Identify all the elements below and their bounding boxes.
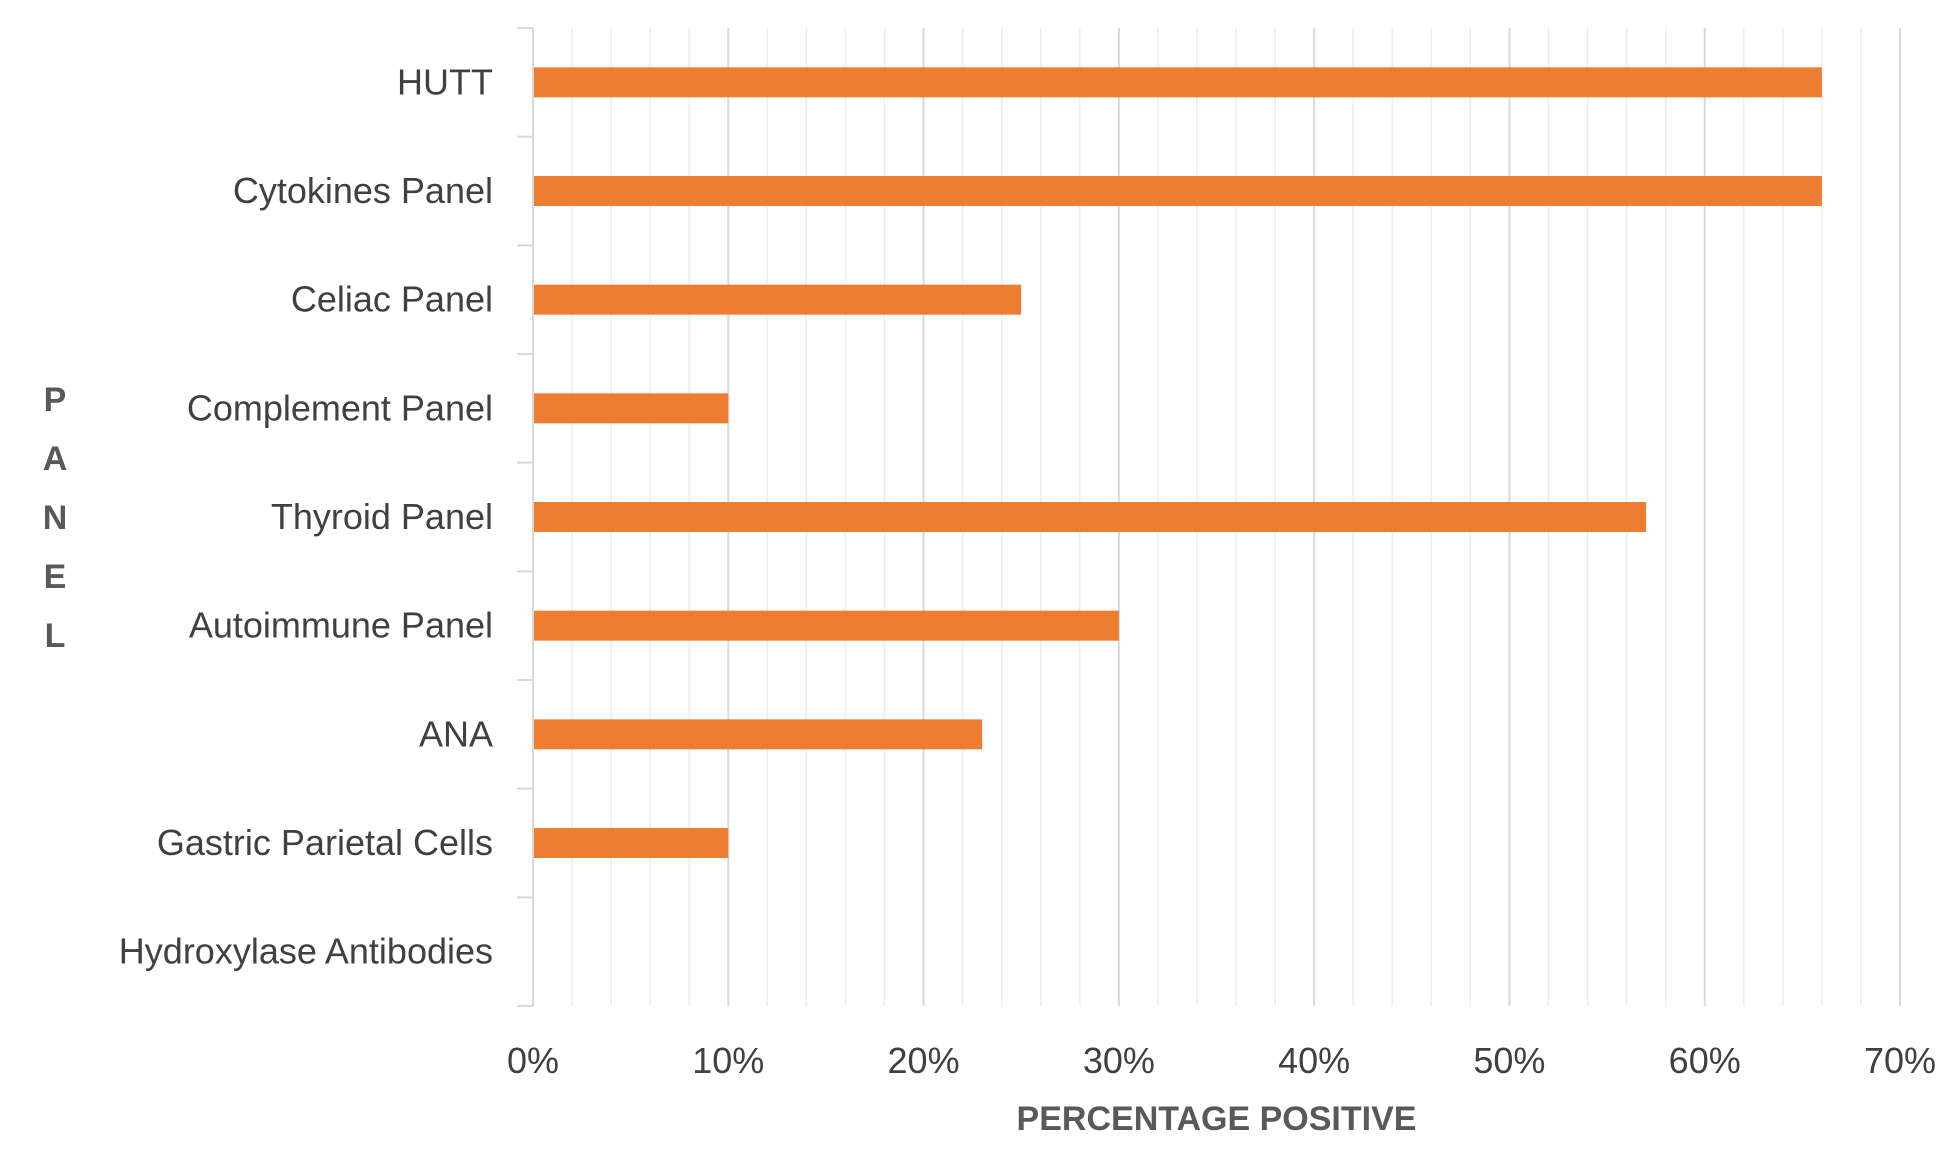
x-tick-label: 30% <box>1083 1040 1155 1081</box>
category-label: Autoimmune Panel <box>189 605 493 646</box>
bar <box>533 828 729 858</box>
category-label: Hydroxylase Antibodies <box>119 931 493 972</box>
category-label: Thyroid Panel <box>271 496 493 537</box>
x-tick-label: 20% <box>888 1040 960 1081</box>
x-tick-labels: 0% 10% 20% 30% 40% 50% 60% 70% <box>507 1040 1936 1081</box>
bar <box>533 502 1647 532</box>
bar <box>533 719 983 750</box>
bar <box>533 610 1119 641</box>
category-label: ANA <box>419 713 493 754</box>
bar <box>533 393 729 424</box>
category-label: Complement Panel <box>187 387 493 428</box>
bars <box>533 67 1822 858</box>
axes <box>517 27 534 1007</box>
category-labels: HUTT Cytokines Panel Celiac Panel Complemen… <box>119 61 493 971</box>
x-tick-label: 0% <box>507 1040 559 1081</box>
bar <box>533 284 1022 315</box>
x-axis-title: PERCENTAGE POSITIVE <box>1017 1100 1417 1138</box>
x-tick-label: 70% <box>1864 1040 1936 1081</box>
x-tick-label: 40% <box>1278 1040 1350 1081</box>
x-tick-label: 10% <box>692 1040 764 1081</box>
category-label: HUTT <box>397 61 493 102</box>
bar <box>533 67 1822 98</box>
category-label: Cytokines Panel <box>233 170 493 211</box>
category-label: Celiac Panel <box>291 279 493 320</box>
x-tick-label: 60% <box>1669 1040 1741 1081</box>
category-label: Gastric Parietal Cells <box>157 822 493 863</box>
x-tick-label: 50% <box>1473 1040 1545 1081</box>
bar <box>533 176 1822 206</box>
